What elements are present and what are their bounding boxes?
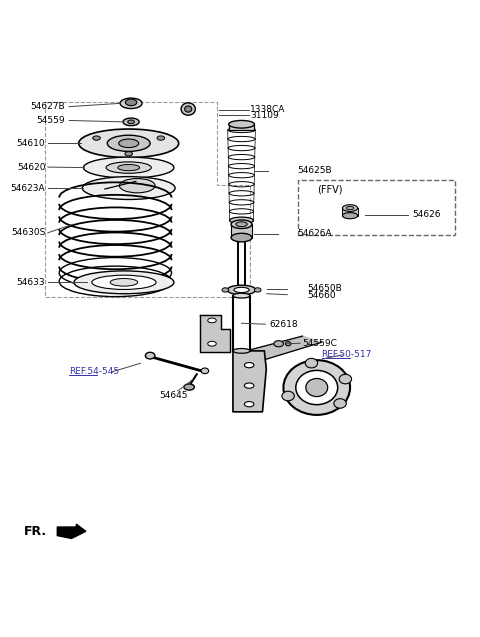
- Ellipse shape: [84, 157, 174, 178]
- Polygon shape: [200, 315, 230, 352]
- Ellipse shape: [346, 206, 354, 210]
- Ellipse shape: [201, 368, 209, 374]
- Ellipse shape: [305, 359, 318, 368]
- Text: 1338CA: 1338CA: [250, 104, 286, 113]
- Text: 54630S: 54630S: [11, 228, 46, 238]
- Ellipse shape: [282, 391, 294, 401]
- Ellipse shape: [274, 341, 283, 347]
- Ellipse shape: [208, 318, 216, 323]
- Text: REF.50-517: REF.50-517: [322, 350, 372, 359]
- Ellipse shape: [244, 362, 254, 368]
- Ellipse shape: [185, 106, 192, 112]
- Text: 54645: 54645: [160, 391, 188, 400]
- Text: 54559C: 54559C: [302, 339, 337, 348]
- Ellipse shape: [120, 178, 155, 193]
- Ellipse shape: [334, 399, 346, 408]
- Ellipse shape: [181, 103, 195, 115]
- Ellipse shape: [285, 341, 291, 346]
- Text: REF.54-545: REF.54-545: [69, 368, 120, 376]
- Ellipse shape: [125, 152, 132, 156]
- Text: 54650B: 54650B: [307, 285, 342, 294]
- Ellipse shape: [231, 233, 252, 242]
- Ellipse shape: [342, 204, 358, 211]
- Text: 54627B: 54627B: [30, 102, 64, 111]
- Ellipse shape: [74, 271, 174, 294]
- Ellipse shape: [157, 136, 165, 140]
- Ellipse shape: [118, 164, 140, 171]
- Ellipse shape: [244, 383, 254, 388]
- Ellipse shape: [233, 293, 250, 298]
- Ellipse shape: [228, 120, 254, 128]
- Text: 54610: 54610: [17, 139, 46, 148]
- Text: 54626A: 54626A: [298, 229, 332, 238]
- Ellipse shape: [120, 98, 142, 108]
- Polygon shape: [233, 351, 266, 412]
- Ellipse shape: [208, 341, 216, 346]
- Ellipse shape: [306, 378, 328, 397]
- Ellipse shape: [283, 360, 350, 415]
- Ellipse shape: [107, 135, 150, 152]
- Text: 54620: 54620: [17, 162, 46, 171]
- Ellipse shape: [79, 129, 179, 157]
- Ellipse shape: [128, 120, 134, 124]
- Text: 54625B: 54625B: [298, 166, 332, 175]
- Ellipse shape: [342, 213, 358, 218]
- Ellipse shape: [227, 285, 256, 295]
- Text: 62618: 62618: [269, 320, 298, 329]
- Ellipse shape: [244, 401, 254, 407]
- Text: 54660: 54660: [307, 291, 336, 300]
- Text: (FFV): (FFV): [317, 184, 342, 194]
- Ellipse shape: [125, 99, 137, 106]
- Ellipse shape: [254, 288, 261, 292]
- Text: 54559: 54559: [36, 116, 64, 125]
- Bar: [231, 224, 252, 238]
- Ellipse shape: [106, 162, 151, 173]
- Ellipse shape: [119, 139, 139, 148]
- Ellipse shape: [339, 375, 351, 384]
- Ellipse shape: [222, 288, 228, 292]
- Ellipse shape: [145, 352, 155, 359]
- Text: 54626: 54626: [412, 210, 441, 219]
- Ellipse shape: [236, 222, 247, 227]
- Ellipse shape: [233, 348, 250, 354]
- Ellipse shape: [82, 176, 175, 199]
- Ellipse shape: [184, 384, 194, 390]
- Bar: [228, 124, 254, 130]
- Polygon shape: [246, 336, 322, 359]
- Ellipse shape: [92, 275, 156, 289]
- Text: FR.: FR.: [24, 525, 47, 538]
- Ellipse shape: [231, 220, 252, 229]
- Ellipse shape: [229, 217, 253, 224]
- Ellipse shape: [123, 118, 139, 125]
- Ellipse shape: [296, 370, 338, 404]
- Ellipse shape: [234, 287, 249, 292]
- Ellipse shape: [93, 136, 100, 140]
- Text: 54633: 54633: [17, 278, 46, 287]
- Bar: [342, 208, 358, 216]
- Text: 54623A: 54623A: [11, 183, 46, 192]
- Ellipse shape: [110, 278, 138, 286]
- Polygon shape: [57, 524, 86, 538]
- Text: 31109: 31109: [250, 111, 279, 120]
